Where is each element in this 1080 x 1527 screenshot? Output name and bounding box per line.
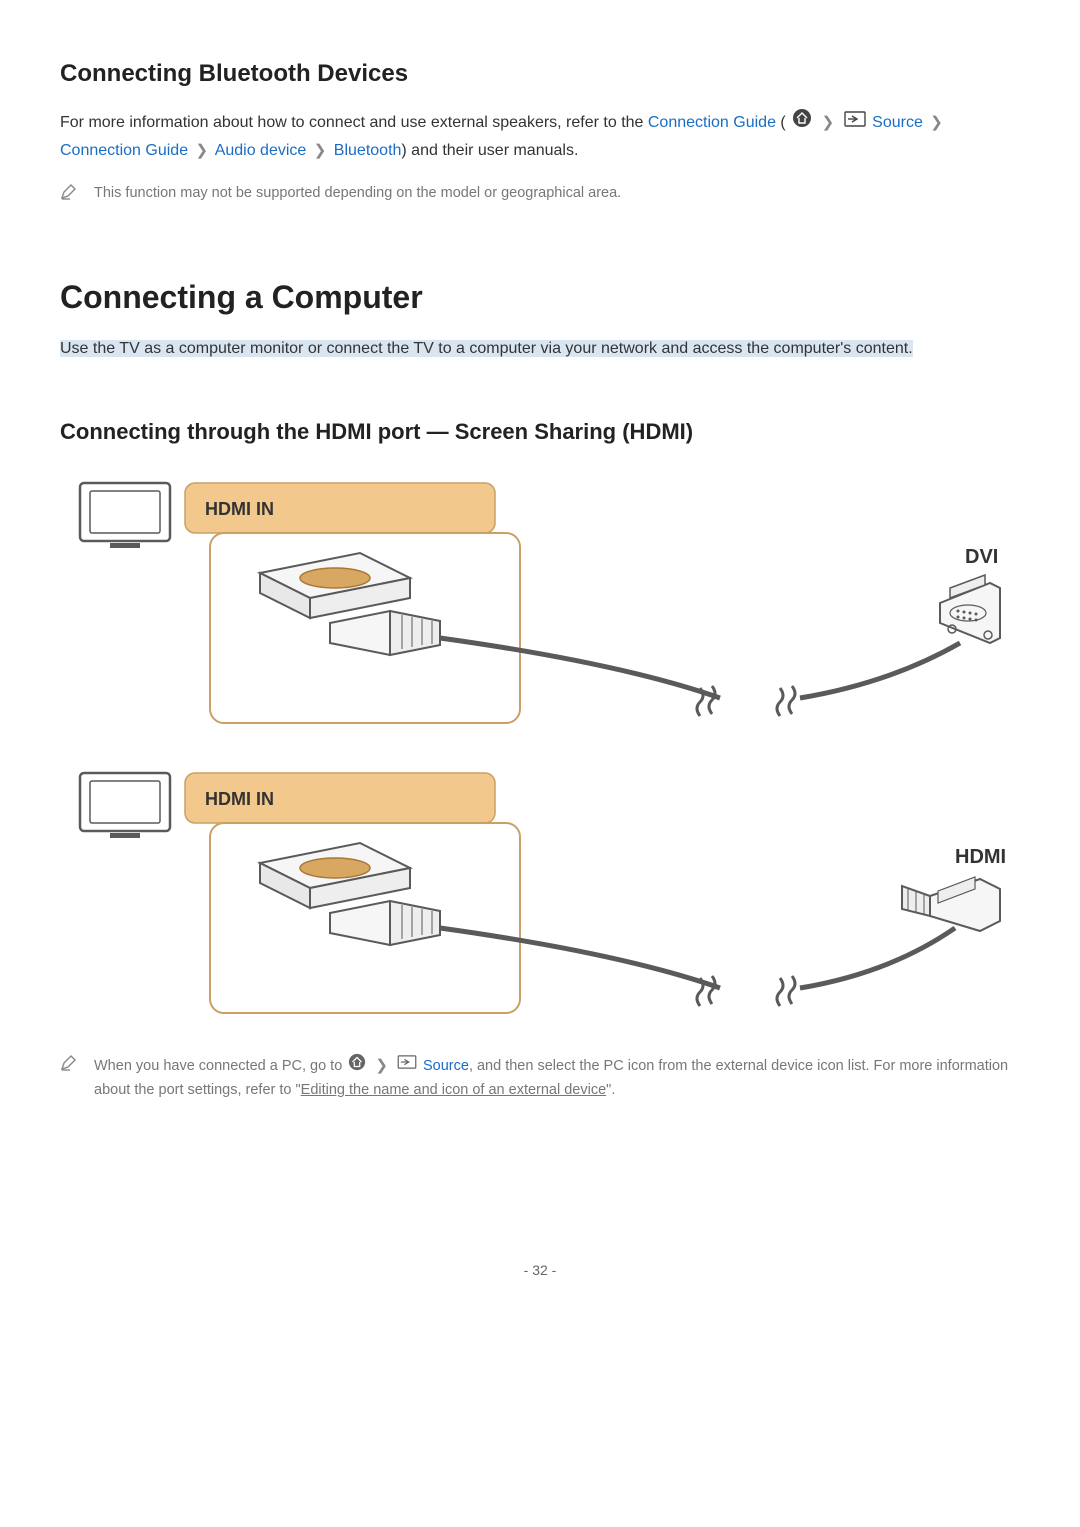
home-icon: [792, 108, 812, 137]
connector-label-2: HDMI: [955, 846, 1006, 868]
page-number: - 32 -: [60, 1262, 1020, 1278]
note-prefix: When you have connected a PC, go to: [94, 1058, 346, 1074]
source-box-icon: [844, 109, 866, 136]
home-icon: [348, 1053, 366, 1079]
port-label-2: HDMI IN: [205, 789, 274, 809]
text-prefix: For more information about how to connec…: [60, 114, 648, 131]
breadcrumb-bluetooth[interactable]: Bluetooth: [334, 142, 402, 159]
chevron-icon: ❯: [196, 138, 209, 164]
chevron-icon: ❯: [930, 110, 943, 136]
note-bottom-text: When you have connected a PC, go to ❯ So…: [94, 1053, 1020, 1102]
note-row: This function may not be supported depen…: [60, 182, 1020, 208]
note-text: This function may not be supported depen…: [94, 182, 621, 205]
breadcrumb-source[interactable]: Source: [872, 114, 923, 131]
note-suffix: ".: [606, 1082, 615, 1098]
breadcrumb-audio-device[interactable]: Audio device: [215, 142, 307, 159]
diagram-area: HDMI IN: [60, 473, 1020, 1033]
note-source-link[interactable]: Source: [423, 1058, 469, 1074]
section-heading-bluetooth: Connecting Bluetooth Devices: [60, 60, 1020, 88]
note-pencil-icon: [60, 1055, 76, 1079]
chevron-icon: ❯: [314, 138, 327, 164]
text-suffix: ) and their user manuals.: [401, 142, 578, 159]
chevron-icon: ❯: [822, 110, 835, 136]
diagram-hdmi-hdmi: HDMI IN: [60, 763, 1020, 1033]
sub-heading-hdmi: Connecting through the HDMI port — Scree…: [60, 419, 1020, 445]
computer-intro: Use the TV as a computer monitor or conn…: [60, 340, 913, 357]
bluetooth-body: For more information about how to connec…: [60, 108, 1020, 164]
chevron-icon: ❯: [375, 1054, 388, 1078]
note-pencil-icon: [60, 184, 76, 208]
note-row-bottom: When you have connected a PC, go to ❯ So…: [60, 1053, 1020, 1102]
diagram-hdmi-dvi: HDMI IN: [60, 473, 1020, 743]
paren-open: (: [776, 114, 786, 131]
main-heading-computer: Connecting a Computer: [60, 279, 1020, 316]
port-label-1: HDMI IN: [205, 499, 274, 519]
link-connection-guide[interactable]: Connection Guide: [648, 114, 776, 131]
connector-label-1: DVI: [965, 546, 998, 568]
breadcrumb-connection-guide[interactable]: Connection Guide: [60, 142, 188, 159]
source-box-icon: [397, 1054, 417, 1077]
note-edit-link[interactable]: Editing the name and icon of an external…: [301, 1082, 607, 1098]
